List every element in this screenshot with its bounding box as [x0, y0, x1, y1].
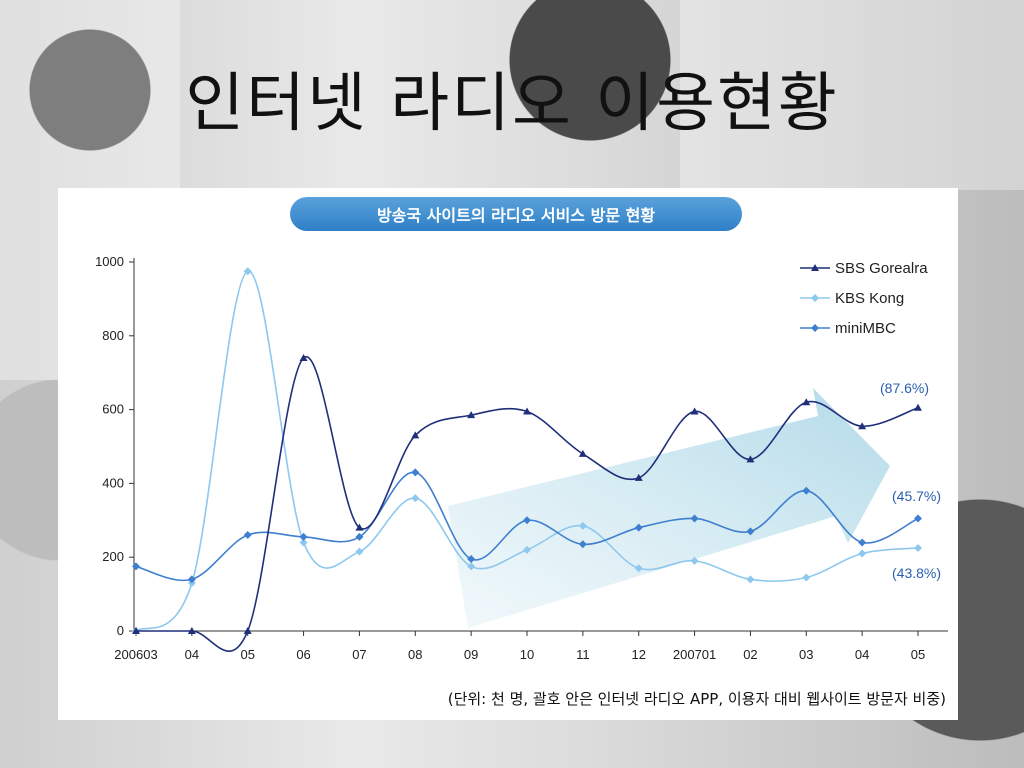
series-line-sbs-gorealra: [136, 356, 919, 652]
slide-title: 인터넷 라디오 이용현황: [185, 67, 839, 141]
data-point: [467, 555, 476, 564]
data-point: [411, 431, 420, 439]
series-line-minimbc: [135, 471, 919, 582]
x-tick-label: 03: [799, 647, 813, 662]
data-point: [187, 627, 196, 634]
x-tick-label: 200603: [114, 647, 157, 662]
legend-label: miniMBC: [835, 320, 896, 337]
data-point: [132, 562, 140, 571]
x-tick-label: 06: [296, 647, 310, 662]
legend-item-sbs-gorealra: SBS Gorealra: [800, 260, 928, 277]
data-point: [578, 540, 587, 549]
x-tick-label: 02: [743, 647, 757, 662]
x-tick-label: 08: [408, 647, 422, 662]
x-tick-label: 10: [520, 647, 534, 662]
data-point: [355, 547, 364, 556]
data-point: [299, 532, 308, 541]
data-point: [914, 403, 922, 411]
data-point: [690, 556, 699, 565]
data-point: [299, 353, 308, 361]
data-point: [914, 514, 922, 523]
data-point: [746, 455, 755, 463]
y-tick-label: 1000: [95, 254, 124, 269]
data-point: [634, 473, 643, 481]
x-tick-label: 05: [240, 647, 254, 662]
data-point: [578, 449, 587, 457]
x-tick-label: 04: [855, 647, 869, 662]
data-point: [523, 545, 531, 554]
chart-card: 방송국 사이트의 라디오 서비스 방문 현황 0 200 400 600 800 1000…: [58, 188, 958, 720]
legend-marker: [811, 264, 819, 271]
x-tick-label: 12: [631, 647, 645, 662]
data-point: [467, 562, 476, 571]
line-chart: 0 200 400 600 800 1000 200603 04 05 06 07 08 09 10 11 1…: [95, 254, 948, 662]
data-point: [132, 627, 140, 634]
data-point: [802, 573, 811, 582]
x-tick-label: 04: [185, 647, 199, 662]
legend-marker: [811, 294, 819, 302]
data-point: [746, 575, 755, 584]
data-point: [243, 531, 252, 540]
annotation-kbs: (43.8%): [892, 565, 941, 581]
legend-marker: [811, 324, 819, 332]
data-point: [187, 575, 196, 584]
y-tick-label: 600: [102, 402, 124, 417]
data-point: [634, 564, 643, 573]
trend-arrow: [448, 388, 890, 628]
chart-title: 방송국 사이트의 라디오 서비스 방문 현황: [290, 197, 742, 231]
data-point: [802, 398, 811, 406]
y-tick-label: 400: [102, 475, 124, 490]
series-sbs-gorealra: [132, 353, 922, 652]
background-panel-right: [680, 0, 1024, 190]
x-tick-label: 200701: [673, 647, 716, 662]
x-tick-label: 07: [352, 647, 366, 662]
legend-item-kbs-kong: KBS Kong: [800, 290, 904, 307]
data-point: [858, 549, 867, 558]
data-point: [411, 494, 420, 503]
data-point: [243, 627, 252, 634]
legend-item-minimbc: miniMBC: [800, 320, 896, 337]
data-point: [355, 532, 364, 541]
legend-label: KBS Kong: [835, 290, 904, 307]
chart-footnote: (단위: 천 명, 괄호 안은 인터넷 라디오 APP, 이용자 대비 웹사이트…: [447, 690, 946, 708]
data-point: [523, 516, 531, 525]
data-point: [690, 514, 699, 523]
x-tick-label: 09: [464, 647, 478, 662]
series-kbs-kong: [132, 267, 922, 635]
data-point: [858, 422, 867, 430]
x-tick-label: 11: [576, 647, 590, 662]
x-tick-label: 05: [911, 647, 925, 662]
data-point: [243, 267, 252, 276]
data-point: [858, 538, 867, 547]
y-tick-label: 0: [117, 623, 124, 638]
data-point: [355, 523, 364, 531]
annotation-sbs: (87.6%): [880, 380, 929, 396]
y-tick-label: 800: [102, 328, 124, 343]
data-point: [690, 407, 699, 415]
series-minimbc: [132, 468, 922, 584]
data-point: [467, 411, 476, 419]
data-point: [578, 521, 587, 530]
data-point: [914, 543, 922, 552]
data-point: [802, 486, 811, 495]
data-point: [299, 538, 308, 547]
y-tick-label: 200: [102, 549, 124, 564]
data-point: [411, 468, 420, 477]
data-point: [634, 523, 643, 532]
legend-label: SBS Gorealra: [835, 260, 928, 277]
data-point: [523, 407, 531, 415]
annotation-mbc: (45.7%): [892, 488, 941, 504]
data-point: [746, 527, 755, 536]
